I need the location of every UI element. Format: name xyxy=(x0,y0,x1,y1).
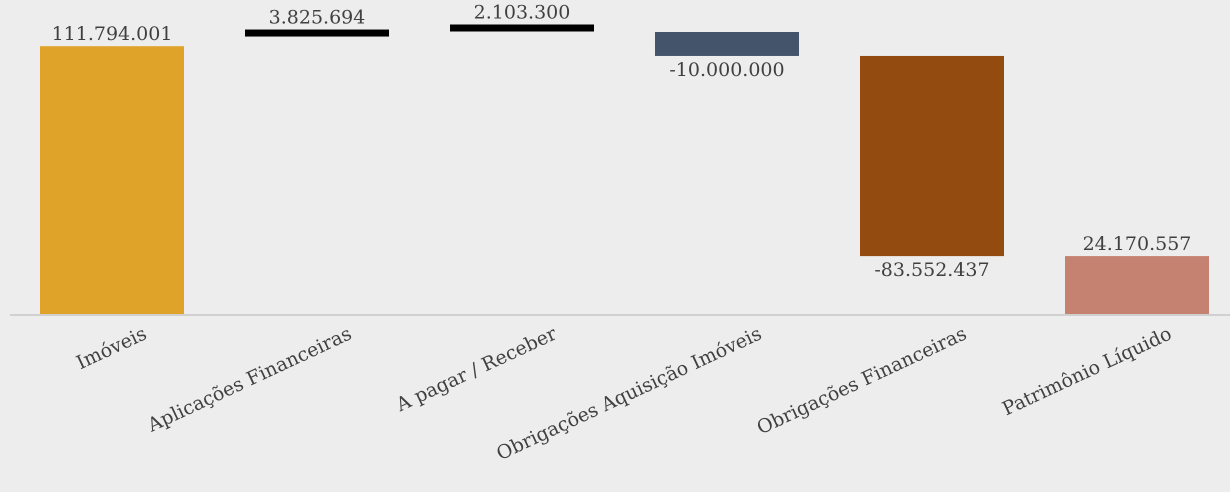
value-label-0: 111.794.001 xyxy=(52,23,173,45)
bar-4 xyxy=(860,55,1004,257)
category-label-4: Obrigações Financeiras xyxy=(754,323,971,440)
bar-1 xyxy=(245,29,389,37)
bars-group xyxy=(40,24,1209,314)
bar-0 xyxy=(40,46,184,314)
category-label-0: Imóveis xyxy=(73,323,150,375)
bar-3 xyxy=(655,32,799,56)
bar-5 xyxy=(1065,256,1209,314)
value-label-5: 24.170.557 xyxy=(1083,233,1192,255)
value-labels-group: 111.794.001 3.825.694 2.103.300 -10.000.000… xyxy=(52,2,1192,282)
value-label-3: -10.000.000 xyxy=(669,59,784,81)
value-label-2: 2.103.300 xyxy=(474,2,571,24)
value-label-4: -83.552.437 xyxy=(874,259,989,281)
category-label-5: Patrimônio Líquido xyxy=(999,323,1175,421)
category-label-1: Aplicações Financeiras xyxy=(143,323,355,437)
value-label-1: 3.825.694 xyxy=(269,7,366,29)
category-label-2: A pagar / Receber xyxy=(392,322,561,416)
bar-2 xyxy=(450,24,594,32)
